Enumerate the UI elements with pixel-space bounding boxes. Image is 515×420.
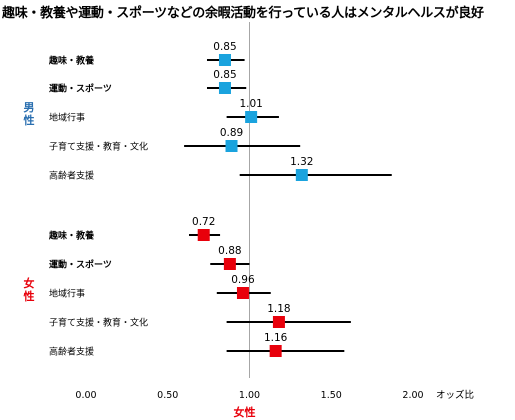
category-label: 子育て支援・教育・文化 xyxy=(49,141,148,153)
value-label: 1.32 xyxy=(290,156,313,168)
category-label: 子育て支援・教育・文化 xyxy=(49,317,148,329)
point-marker xyxy=(218,54,231,66)
x-tick-label: 1.50 xyxy=(321,390,342,401)
x-tick-label: 0.00 xyxy=(75,390,96,401)
category-label: 趣味・教養 xyxy=(48,55,95,67)
x-tick-label: 2.00 xyxy=(402,390,423,401)
value-label: 1.01 xyxy=(239,98,262,110)
point-marker xyxy=(245,111,258,123)
category-label: 運動・スポーツ xyxy=(49,83,112,95)
x-tick-label: 1.00 xyxy=(239,390,260,401)
point-marker xyxy=(197,229,210,241)
labels-layer: 男性趣味・教養0.85運動・スポーツ0.85地域行事1.01子育て支援・教育・文… xyxy=(24,41,314,358)
point-marker xyxy=(295,169,308,181)
value-label: 0.85 xyxy=(213,69,236,81)
value-label: 1.16 xyxy=(264,332,288,344)
category-label: 運動・スポーツ xyxy=(49,259,112,271)
category-label: 高齢者支援 xyxy=(49,346,94,358)
group-label-1: 女性 xyxy=(24,276,35,303)
value-label: 0.72 xyxy=(192,216,215,228)
x-tick-label: 0.50 xyxy=(157,390,178,401)
point-marker xyxy=(225,140,238,152)
value-label: 0.85 xyxy=(213,41,236,53)
x-axis-label: オッズ比 xyxy=(436,389,474,401)
point-marker xyxy=(218,82,231,94)
rows-layer xyxy=(184,54,392,357)
point-marker xyxy=(272,316,285,328)
value-label: 0.88 xyxy=(218,245,241,257)
point-marker xyxy=(223,258,236,270)
group-label-0: 男性 xyxy=(24,101,35,127)
category-label: 地域行事 xyxy=(49,288,85,300)
point-marker xyxy=(236,287,249,299)
chart-title: 趣味・教養や運動・スポーツなどの余暇活動を行っている人はメンタルヘルスが良好 xyxy=(2,6,484,21)
value-label: 0.96 xyxy=(231,274,255,286)
value-label: 0.89 xyxy=(220,127,243,139)
point-marker xyxy=(269,345,282,357)
category-label: 高齢者支援 xyxy=(49,170,94,182)
value-label: 1.18 xyxy=(267,303,290,315)
bottom-group-label: 女性 xyxy=(234,405,256,419)
category-label: 趣味・教養 xyxy=(48,230,95,242)
category-label: 地域行事 xyxy=(49,112,85,124)
